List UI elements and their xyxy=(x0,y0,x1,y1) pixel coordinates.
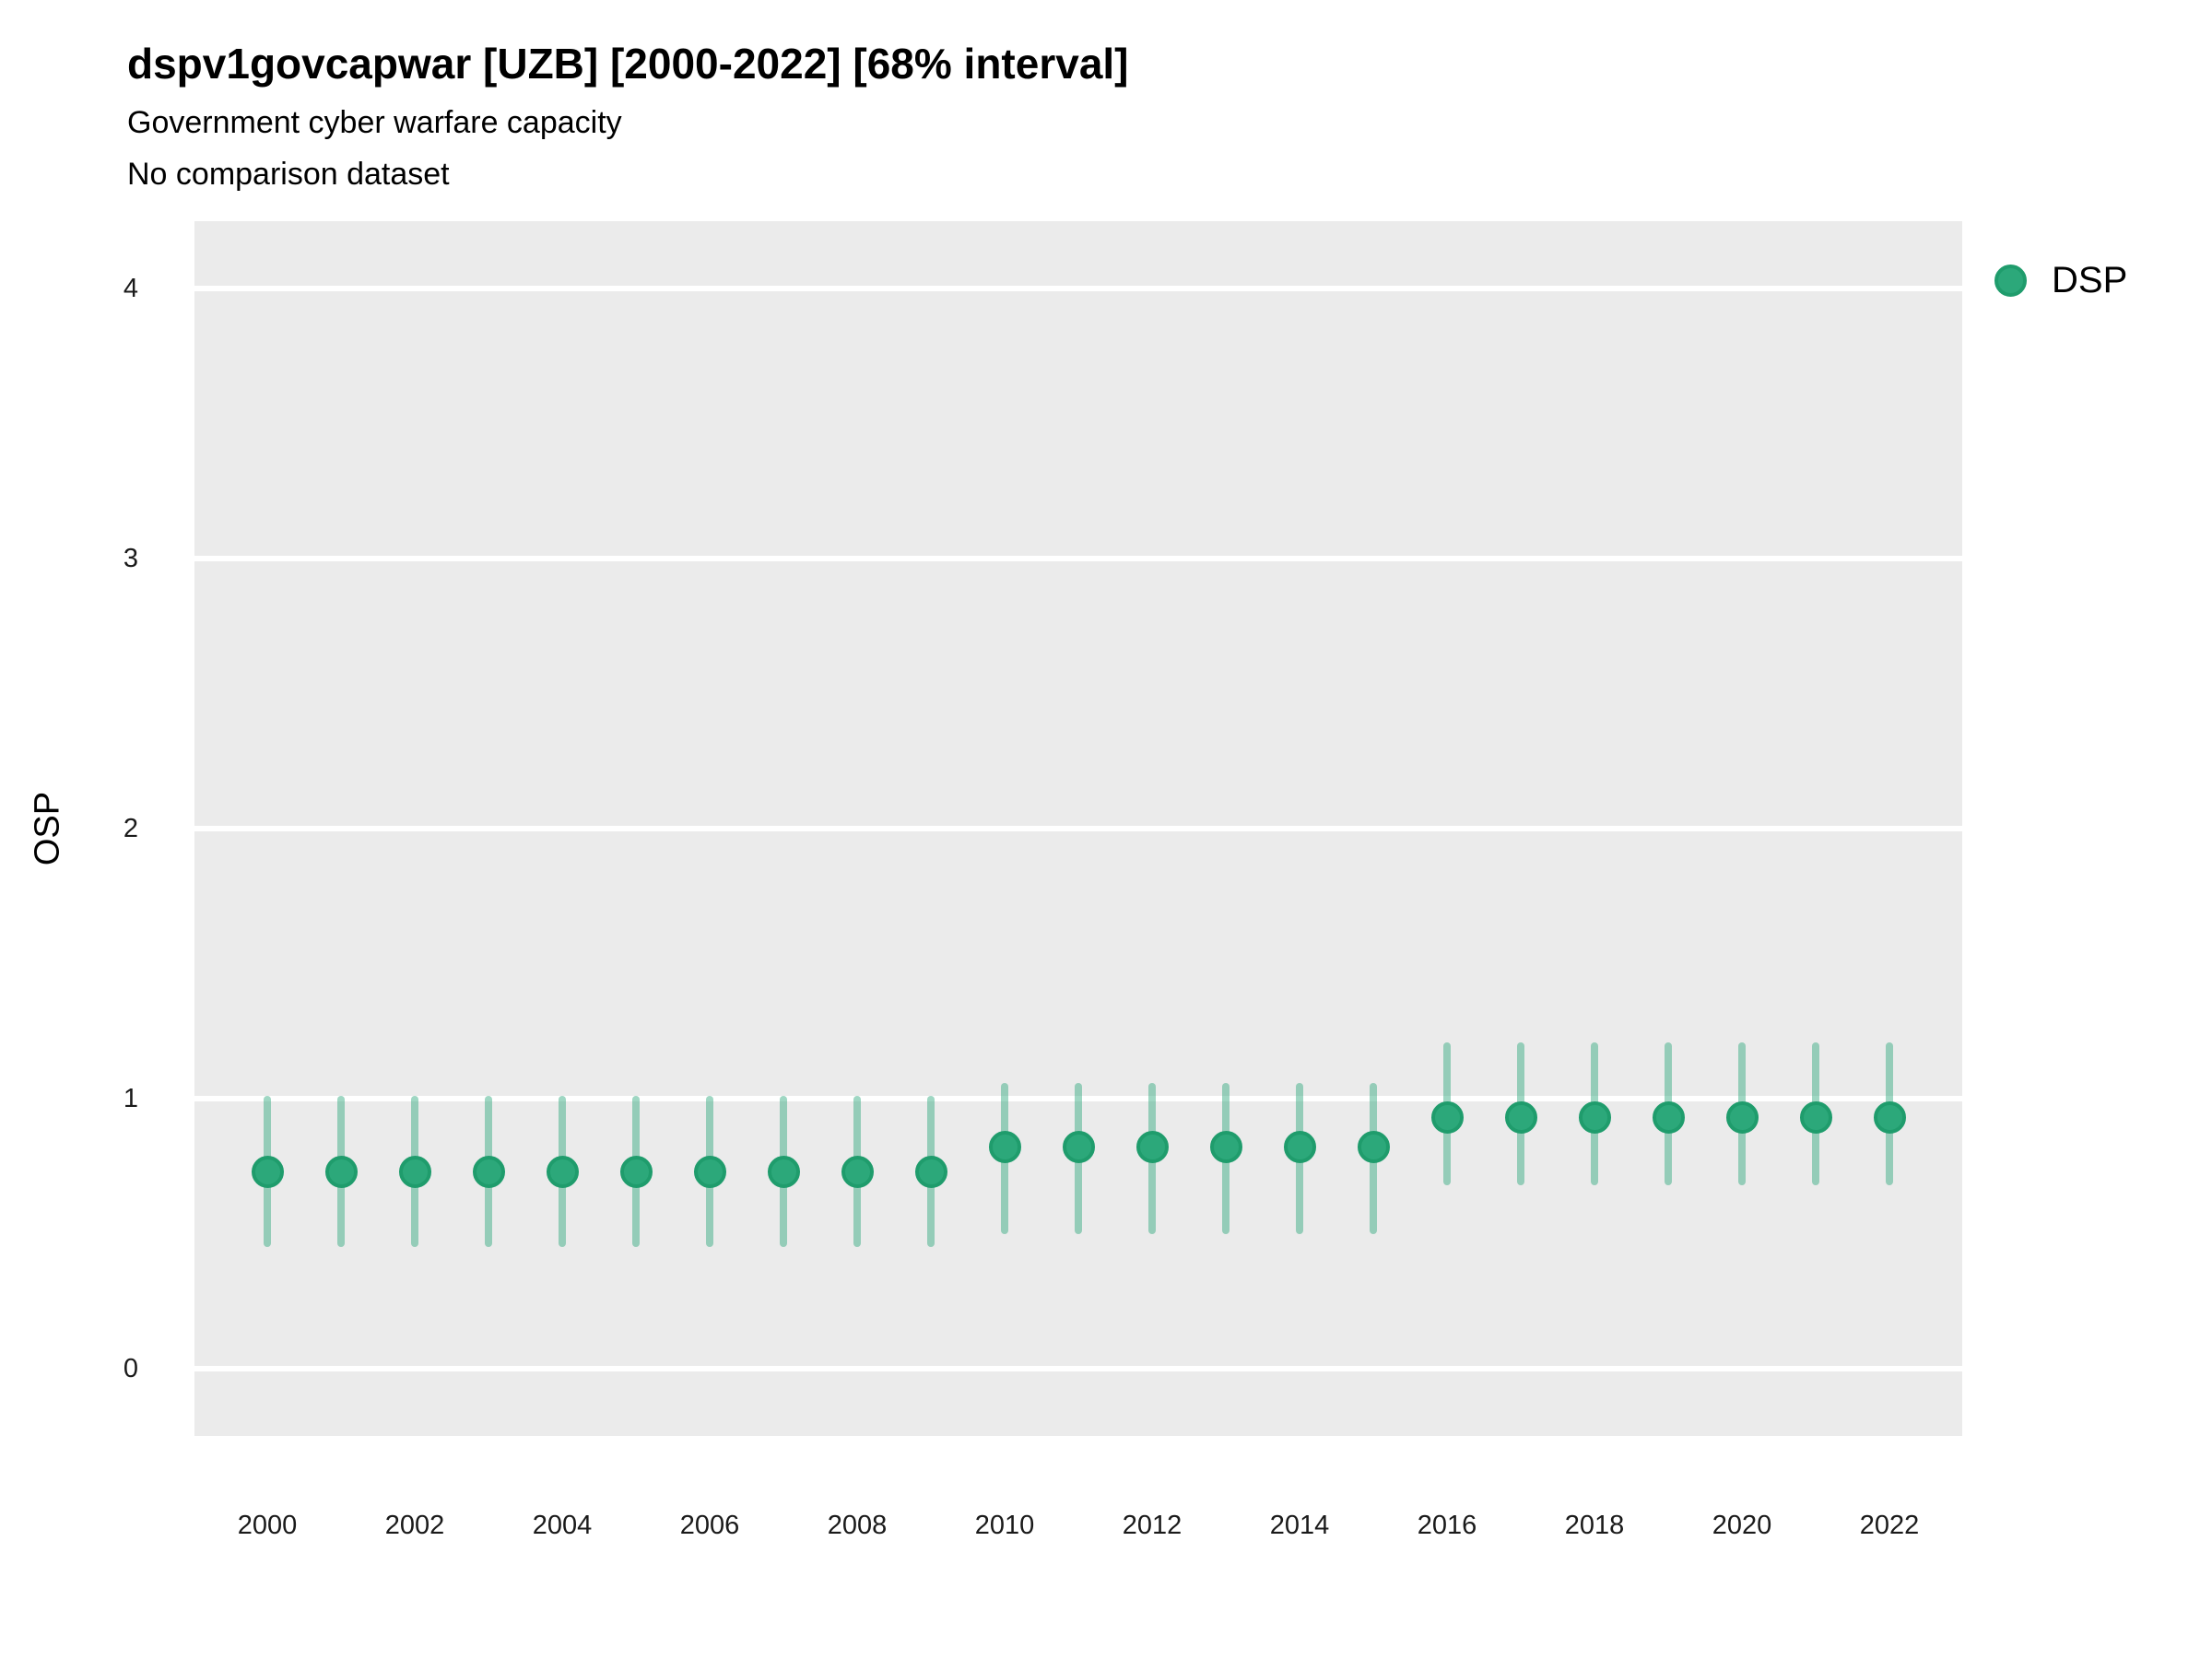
data-point-2012 xyxy=(1135,1131,1169,1164)
x-tick-label-2018: 2018 xyxy=(1564,1511,1625,1540)
gridline-y-0 xyxy=(194,1366,1962,1372)
legend-point-icon xyxy=(1994,264,2027,297)
x-tick-label-2004: 2004 xyxy=(532,1511,593,1540)
data-point-2003 xyxy=(472,1155,505,1188)
y-tick-label-3: 3 xyxy=(123,543,138,573)
data-point-2016 xyxy=(1430,1101,1464,1135)
chart-subtitle: Government cyber warfare capacity xyxy=(127,105,622,140)
data-point-2014 xyxy=(1283,1131,1316,1164)
data-point-2009 xyxy=(914,1155,947,1188)
data-point-2006 xyxy=(693,1155,726,1188)
data-point-2007 xyxy=(767,1155,800,1188)
chart-title: dspv1govcapwar [UZB] [2000-2022] [68% in… xyxy=(127,40,1129,88)
data-point-2004 xyxy=(546,1155,579,1188)
x-tick-label-2008: 2008 xyxy=(827,1511,888,1540)
data-point-2021 xyxy=(1799,1101,1832,1135)
legend-label: DSP xyxy=(2052,260,2128,300)
data-point-2010 xyxy=(988,1131,1021,1164)
gridline-y-2 xyxy=(194,826,1962,831)
data-point-2015 xyxy=(1357,1131,1390,1164)
x-tick-label-2014: 2014 xyxy=(1269,1511,1330,1540)
data-point-2011 xyxy=(1062,1131,1095,1164)
x-tick-label-2020: 2020 xyxy=(1712,1511,1772,1540)
x-tick-label-2010: 2010 xyxy=(974,1511,1035,1540)
y-tick-label-1: 1 xyxy=(123,1084,138,1114)
gridline-y-4 xyxy=(194,285,1962,291)
x-tick-label-2006: 2006 xyxy=(679,1511,740,1540)
x-tick-label-2000: 2000 xyxy=(237,1511,298,1540)
data-point-2013 xyxy=(1209,1131,1242,1164)
gridline-y-1 xyxy=(194,1096,1962,1102)
x-tick-label-2022: 2022 xyxy=(1859,1511,1920,1540)
x-tick-label-2012: 2012 xyxy=(1122,1511,1182,1540)
y-tick-label-0: 0 xyxy=(123,1354,138,1384)
x-tick-label-2002: 2002 xyxy=(384,1511,445,1540)
data-point-2022 xyxy=(1873,1101,1906,1135)
data-point-2000 xyxy=(251,1155,284,1188)
data-point-2019 xyxy=(1652,1101,1685,1135)
data-point-2018 xyxy=(1578,1101,1611,1135)
chart-note: No comparison dataset xyxy=(127,157,450,192)
data-point-2005 xyxy=(619,1155,653,1188)
y-tick-label-4: 4 xyxy=(123,273,138,303)
plot-panel xyxy=(194,221,1962,1436)
data-point-2017 xyxy=(1504,1101,1537,1135)
data-point-2020 xyxy=(1725,1101,1759,1135)
data-point-2008 xyxy=(841,1155,874,1188)
data-point-2001 xyxy=(324,1155,358,1188)
legend: DSP xyxy=(1994,262,2127,299)
gridline-y-3 xyxy=(194,555,1962,561)
data-point-2002 xyxy=(398,1155,431,1188)
y-tick-label-2: 2 xyxy=(123,814,138,843)
x-tick-label-2016: 2016 xyxy=(1417,1511,1477,1540)
